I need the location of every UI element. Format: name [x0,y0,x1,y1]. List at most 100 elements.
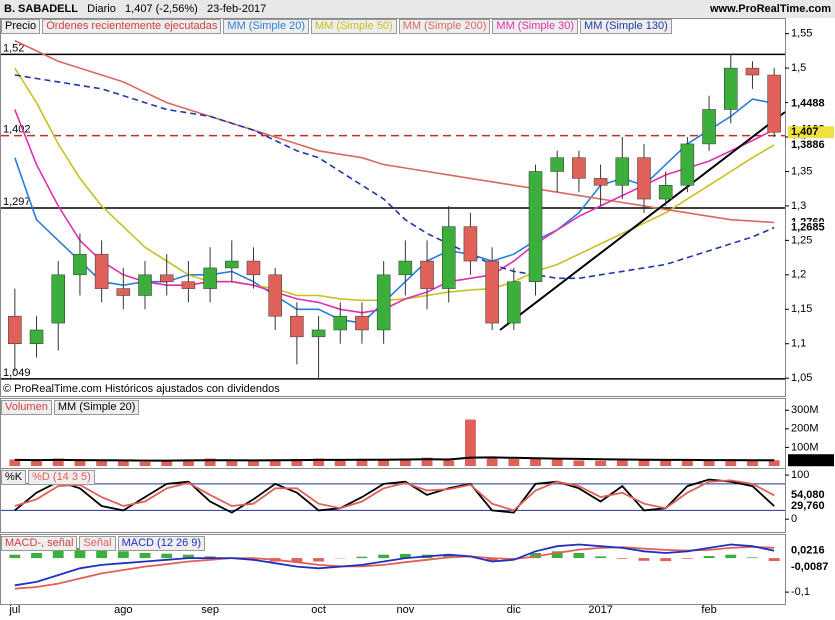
volume-bar [421,457,433,466]
candle-body [550,157,564,172]
line-series [14,545,775,590]
value-tag: 29,760 [791,500,825,512]
candle-body [159,274,174,282]
candle-body [290,315,304,338]
candle-body [485,260,499,324]
value-tag-bg [788,221,834,234]
volume-bar [681,460,693,466]
candle-body [724,67,738,110]
candle-body [745,67,760,76]
candle-body [463,226,478,262]
y-tick-label: 100 [791,469,809,481]
candle-body [355,315,369,331]
candle-body [246,260,261,276]
y-tick-label: 1,2 [791,269,806,281]
x-tick-label: oct [311,604,326,616]
volume-bar [768,460,780,466]
histogram-bar [313,558,324,562]
volume-bar [573,460,585,466]
value-tag: 31M [791,454,812,466]
quote: 1,407 (-2,56%) [125,3,198,15]
value-tag-bg [788,454,834,467]
value-tag: 1,407 [791,126,819,138]
volume-bar [204,458,216,466]
y-tick-label: 1,3 [791,200,806,212]
histogram-bar [703,556,715,559]
candle-body [138,274,152,296]
trendline [499,111,786,331]
candle-body [572,157,586,179]
volume-bar [703,459,715,466]
line-series [14,543,775,587]
y-tick-label: 1,1 [791,338,806,350]
histogram-bar [52,549,64,559]
x-tick-label: nov [396,604,414,616]
legend-entry: Precio [1,19,41,34]
price-frame [0,18,786,397]
y-tick-label: 1,25 [791,234,812,246]
histogram-bar [378,554,390,559]
value-tag: -0,0087 [791,561,828,573]
value-tag: 1,3886 [791,139,825,151]
level-label: 1,297 [3,196,31,208]
legend: Volumen MM (Simple 20) [1,400,140,415]
volume-bar [248,460,259,466]
volume-bar [465,419,476,466]
legend: Precio Órdenes recientemente ejecutadas MM… [1,19,672,34]
volume-bar [96,460,108,466]
y-tick-label: 100M [791,441,819,453]
candle-body [8,315,22,344]
volume-bar [551,459,563,466]
x-tick-label: jul [8,604,20,616]
legend-entry: Órdenes recientemente ejecutadas [42,19,222,34]
header: B. SABADELL Diario 1,407 (-2,56%) 23-feb… [4,2,266,16]
histogram-bar [139,552,151,559]
histogram-bar [486,558,498,562]
stoch-frame [0,468,786,533]
histogram-bar [399,554,411,559]
histogram-bar [74,547,86,559]
histogram-bar [725,554,737,559]
y-tick-label: 1,35 [791,165,812,177]
histogram-bar [96,549,108,559]
date: 23-feb-2017 [206,3,267,15]
histogram-bar [161,553,173,559]
volume-bar [9,459,21,466]
candle-body [680,143,695,186]
volume-bar [660,459,672,466]
candle-body [615,157,630,186]
value-tag-bg [788,489,834,502]
histogram-bar [9,554,21,559]
header-bar [0,0,835,18]
line-series [14,478,775,514]
volume-bar [31,460,42,466]
volume-bar [725,460,737,466]
volume-bar [595,460,607,466]
footer: © ProRealTime.com Históricos ajustados c… [3,383,280,395]
candle-body [73,253,87,276]
legend-entry: MM (Simple 20) [223,19,310,34]
line-series [14,456,775,462]
y-tick-label: 300M [791,404,819,416]
value-tag-bg [788,500,834,513]
legend-entry: MM (Simple 30) [492,19,579,34]
site: www.ProRealTime.com [709,3,831,15]
candle-body [51,274,65,324]
volume-bar [74,460,86,466]
value-tag-bg [788,561,834,574]
value-tag: 1,4488 [791,97,825,109]
candle-body [181,281,196,289]
candle-body [116,288,131,296]
volume-bar [443,460,455,466]
legend-entry: MACD-, señal [1,536,78,551]
candle-body [311,329,326,338]
candle-body [593,178,608,186]
candle-body [420,260,434,289]
y-tick-label: -0,1 [791,586,810,598]
volume-bar [226,460,238,466]
candle-body [441,226,456,289]
y-tick-label: 1,05 [791,372,812,384]
y-tick-label: 200M [791,423,819,435]
value-tag-bg [788,544,834,557]
